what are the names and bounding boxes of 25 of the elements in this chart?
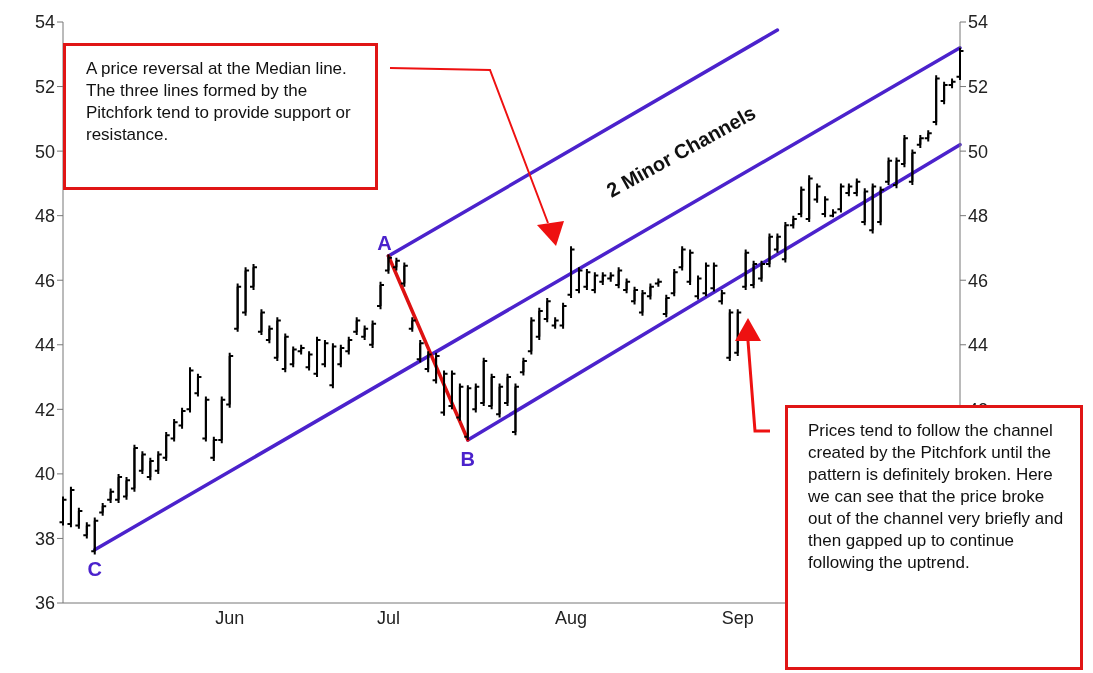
annotation: C <box>87 557 102 580</box>
y2-tick-label: 44 <box>968 335 989 356</box>
y-tick-label: 40 <box>34 464 55 485</box>
x-tick-label: Aug <box>555 607 588 628</box>
y-tick-label: 48 <box>34 206 55 227</box>
y-tick-label: 52 <box>34 76 55 97</box>
y-tick-label: 38 <box>34 528 55 549</box>
text-box: Prices tend to follow the channel created by the Pitchfork until the pattern is definitely broken. Here we can see that the price broke out of the channel very briefly and then gapped up to continue following the uptrend. <box>785 405 1083 670</box>
y-tick-label: 54 <box>34 12 55 33</box>
y2-tick-label: 52 <box>968 76 989 97</box>
y2-tick-label: 48 <box>968 206 989 227</box>
annotation: A <box>377 232 392 255</box>
y-tick-label: 46 <box>34 270 55 291</box>
y2-tick-label: 50 <box>968 141 989 162</box>
y-tick-label: 42 <box>34 399 55 420</box>
y-tick-label: 44 <box>34 335 55 356</box>
y2-tick-label: 46 <box>968 270 989 291</box>
y2-tick-label: 54 <box>968 12 989 33</box>
y-tick-label: 36 <box>34 593 55 614</box>
x-tick-label: Sep <box>721 607 754 628</box>
x-tick-label: Jun <box>215 607 245 628</box>
y-tick-label: 50 <box>34 141 55 162</box>
text-box: A price reversal at the Median line. The three lines formed by the Pitchfork tend to provide support or resistance. <box>63 43 378 190</box>
annotation: B <box>460 448 476 471</box>
x-tick-label: Jul <box>376 607 400 628</box>
